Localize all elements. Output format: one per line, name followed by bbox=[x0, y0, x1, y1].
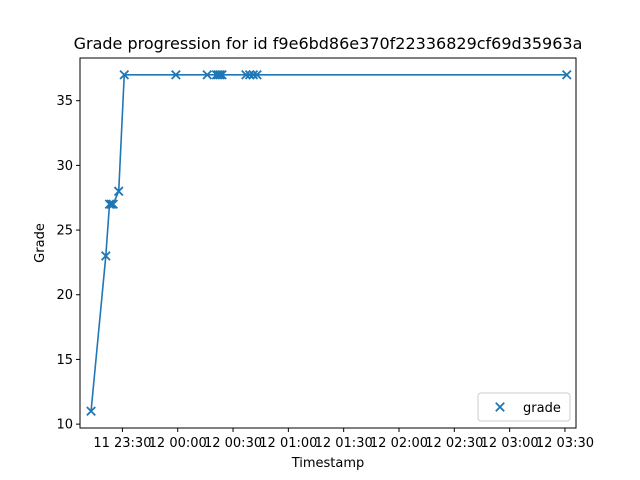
data-point bbox=[252, 69, 262, 80]
data-point bbox=[171, 69, 181, 80]
y-tick-label: 15 bbox=[56, 353, 73, 368]
data-point bbox=[202, 69, 213, 80]
data-point bbox=[113, 186, 124, 197]
data-point bbox=[119, 69, 130, 80]
legend-label-grade: grade bbox=[523, 401, 561, 416]
data-point bbox=[241, 69, 251, 80]
chart-title: Grade progression for id f9e6bd86e370f22… bbox=[74, 34, 583, 53]
data-point bbox=[106, 199, 117, 210]
y-tick-label: 30 bbox=[56, 159, 73, 174]
x-tick-label: 12 03:00 bbox=[481, 436, 539, 451]
y-tick-label: 25 bbox=[56, 224, 73, 239]
x-tick-label: 12 01:00 bbox=[259, 436, 317, 451]
x-tick-label: 12 02:30 bbox=[425, 436, 483, 451]
x-tick-label: 12 00:00 bbox=[149, 436, 207, 451]
data-point bbox=[217, 69, 227, 80]
y-tick-label: 10 bbox=[56, 418, 73, 433]
x-axis-label: Timestamp bbox=[291, 456, 365, 471]
plot-area bbox=[86, 69, 572, 417]
legend: grade bbox=[477, 392, 571, 422]
y-tick-label: 35 bbox=[56, 94, 73, 109]
data-point bbox=[86, 406, 96, 417]
data-point bbox=[561, 69, 572, 80]
data-point bbox=[100, 251, 111, 261]
x-tick-label: 11 23:30 bbox=[93, 436, 151, 451]
data-point bbox=[244, 69, 255, 80]
x-tick-label: 12 02:00 bbox=[370, 436, 428, 451]
data-point bbox=[108, 199, 119, 210]
data-point bbox=[248, 69, 259, 80]
axes-frame bbox=[79, 57, 577, 429]
data-point bbox=[213, 69, 224, 80]
legend-box bbox=[477, 392, 571, 422]
data-point bbox=[215, 69, 225, 80]
legend-marker-grade bbox=[495, 402, 505, 412]
y-tick-label: 20 bbox=[56, 288, 73, 303]
y-axis-label: Grade bbox=[33, 223, 48, 263]
y-axis: 10 15 20 25 30 35 bbox=[56, 94, 80, 433]
data-point bbox=[104, 199, 115, 210]
x-tick-label: 12 03:30 bbox=[536, 436, 594, 451]
x-tick-label: 12 00:30 bbox=[204, 436, 262, 451]
x-tick-label: 12 01:30 bbox=[315, 436, 373, 451]
